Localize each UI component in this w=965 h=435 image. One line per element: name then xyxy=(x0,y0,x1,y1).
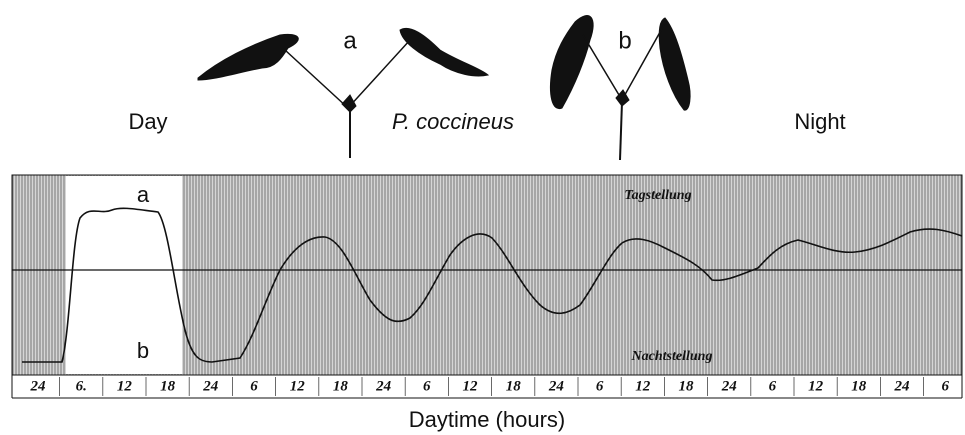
curve-label: a xyxy=(137,182,150,207)
x-tick-label: 18 xyxy=(679,378,695,394)
x-tick-label: 6 xyxy=(941,378,949,394)
day-position-label: Tagstellung xyxy=(624,188,691,203)
day-band xyxy=(66,176,182,374)
day-label: Day xyxy=(128,109,167,134)
x-tick-label: 6. xyxy=(76,378,87,394)
x-tick-label: 18 xyxy=(333,378,349,394)
night-position-label: Nachtstellung xyxy=(631,349,713,364)
x-tick-label: 24 xyxy=(375,378,392,394)
x-tick-label: 18 xyxy=(506,378,522,394)
x-tick-label: 6 xyxy=(423,378,431,394)
x-tick-label: 18 xyxy=(851,378,867,394)
x-tick-label: 6 xyxy=(596,378,604,394)
plant-label: b xyxy=(618,27,631,54)
x-tick-label: 12 xyxy=(808,378,824,394)
page: a Day P. coccineus b Night a b Tagstellu… xyxy=(0,0,965,435)
x-tick-label: 12 xyxy=(635,378,651,394)
x-tick-label: 24 xyxy=(894,378,911,394)
x-tick-label: 24 xyxy=(721,378,738,394)
x-tick-label: 12 xyxy=(463,378,479,394)
plant-label: a xyxy=(343,27,357,54)
x-tick-label: 12 xyxy=(117,378,133,394)
tick-group: 24 6. 12 18 24 6 12 18 24 6 12 18 24 6 12 18 24 6 12 18 24 6 xyxy=(30,377,965,396)
x-tick-label: 24 xyxy=(202,378,219,394)
x-tick-label: 24 xyxy=(548,378,565,394)
x-tick-label: 6 xyxy=(250,378,258,394)
x-tick-label: 24 xyxy=(30,378,47,394)
figure: a Day P. coccineus b Night a b Tagstellu… xyxy=(0,0,965,435)
x-tick-label: 6 xyxy=(769,378,777,394)
species-label: P. coccineus xyxy=(392,109,514,134)
x-tick-label: 18 xyxy=(160,378,176,394)
x-axis-title: Daytime (hours) xyxy=(409,407,565,432)
night-label: Night xyxy=(794,109,845,134)
x-tick-label: 12 xyxy=(290,378,306,394)
curve-label: b xyxy=(137,338,149,363)
